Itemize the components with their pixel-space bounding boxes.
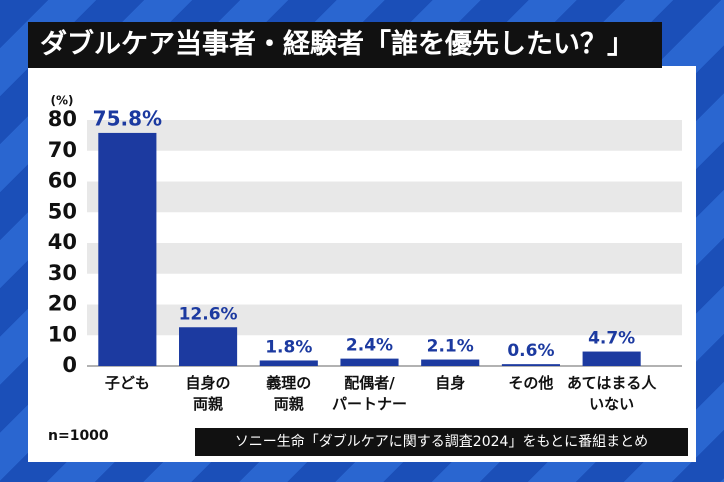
y-tick-label: 70: [48, 138, 77, 162]
chart-title: ダブルケア当事者・経験者「誰を優先したい？」: [28, 22, 662, 68]
source: ソニー生命「ダブルケアに関する調査2024」をもとに番組まとめ: [195, 428, 688, 456]
x-tick-label: 義理の 両親: [266, 374, 312, 413]
y-tick-label: 20: [48, 292, 77, 316]
bar: [501, 364, 560, 366]
value-label: 12.6%: [179, 304, 238, 324]
bar: [98, 132, 157, 366]
value-label: 0.6%: [507, 341, 554, 361]
x-tick-label: 自身の 両親: [185, 374, 231, 413]
grid-band: [87, 181, 682, 213]
bar: [421, 359, 480, 366]
bar: [340, 358, 399, 366]
x-tick-label: 自身: [435, 374, 466, 392]
value-label: 1.8%: [265, 337, 312, 357]
x-tick-label: その他: [508, 374, 554, 392]
value-label: 2.4%: [346, 336, 393, 356]
y-tick-label: 0: [62, 353, 77, 377]
sample-note: n=1000: [48, 428, 109, 444]
y-tick-label: 40: [48, 230, 77, 254]
grid-band: [87, 120, 682, 151]
value-label: 2.1%: [427, 337, 474, 357]
y-tick-label: 60: [48, 169, 77, 193]
x-tick-label: 子ども: [104, 374, 150, 392]
value-label: 75.8%: [93, 106, 162, 130]
x-tick-label: あてはまる人 いない: [566, 374, 657, 413]
x-tick-label: 配偶者/ パートナー: [331, 374, 407, 413]
value-label: 4.7%: [588, 329, 635, 349]
y-tick-label: 80: [48, 107, 77, 131]
bar: [259, 360, 318, 366]
bar: [582, 351, 641, 366]
y-tick-label: 30: [48, 261, 77, 285]
y-tick-label: 50: [48, 199, 77, 223]
y-tick-label: 10: [48, 322, 77, 346]
grid-band: [87, 243, 682, 274]
bar: [179, 327, 238, 366]
y-axis-label: (%): [51, 94, 74, 108]
